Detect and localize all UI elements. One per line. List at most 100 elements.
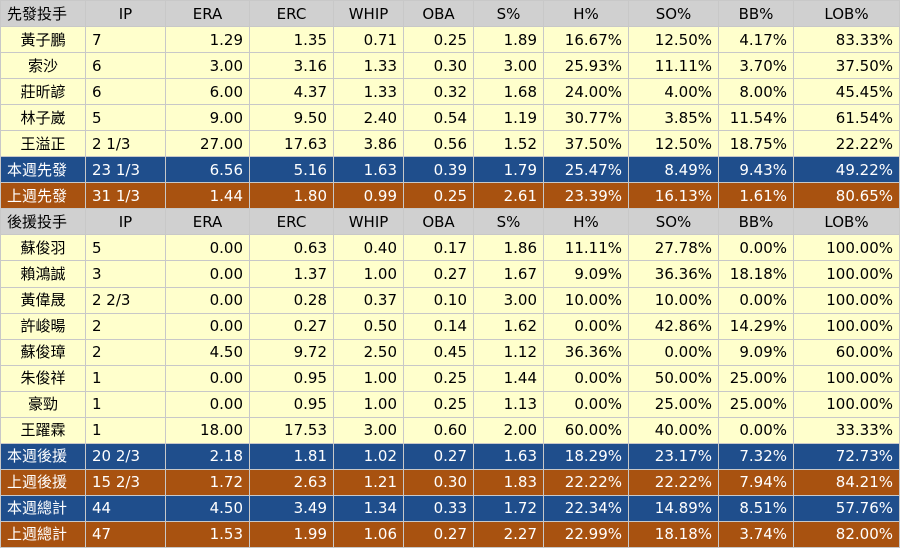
cell-name: 賴鴻誠	[0, 260, 86, 288]
cell-erc: 0.28	[249, 286, 334, 314]
cell-h-pct: 22.99%	[543, 520, 629, 549]
header-erc: ERC	[249, 0, 334, 28]
cell-s-pct: 1.67	[473, 260, 544, 288]
header-lob-pct: LOB%	[793, 208, 900, 236]
header-lob-pct: LOB%	[793, 0, 900, 28]
reliever-row: 豪勁 1 0.00 0.95 1.00 0.25 1.13 0.00% 25.00% 25.00%…	[0, 390, 900, 418]
starters-this-week-row: 本週先發 23 1/3 6.56 5.16 1.63 0.39 1.79 25.47% 8.49…	[0, 156, 900, 184]
cell-erc: 1.81	[249, 442, 334, 470]
cell-lob-pct: 100.00%	[793, 260, 900, 288]
cell-so-pct: 10.00%	[628, 286, 719, 314]
starters-header-row: 先發投手 IP ERA ERC WHIP OBA S% H% SO% BB% LOB%	[0, 0, 900, 28]
cell-ip: 1	[85, 364, 166, 392]
header-ip: IP	[85, 208, 166, 236]
reliever-row: 許峻暘 2 0.00 0.27 0.50 0.14 1.62 0.00% 42.86% 14.29…	[0, 312, 900, 340]
cell-lob-pct: 61.54%	[793, 104, 900, 132]
cell-whip: 0.50	[333, 312, 404, 340]
cell-bb-pct: 7.94%	[718, 468, 794, 496]
cell-h-pct: 60.00%	[543, 416, 629, 444]
cell-oba: 0.39	[403, 156, 474, 184]
header-so-pct: SO%	[628, 208, 719, 236]
cell-ip: 7	[85, 26, 166, 54]
cell-oba: 0.10	[403, 286, 474, 314]
header-so-pct: SO%	[628, 0, 719, 28]
cell-name: 上週後援	[0, 468, 86, 496]
cell-ip: 2 1/3	[85, 130, 166, 158]
cell-ip: 31 1/3	[85, 182, 166, 210]
cell-lob-pct: 100.00%	[793, 312, 900, 340]
cell-so-pct: 40.00%	[628, 416, 719, 444]
cell-era: 0.00	[165, 260, 250, 288]
cell-ip: 20 2/3	[85, 442, 166, 470]
cell-so-pct: 12.50%	[628, 26, 719, 54]
cell-h-pct: 22.34%	[543, 494, 629, 522]
starter-row: 王溢正 2 1/3 27.00 17.63 3.86 0.56 1.52 37.50% 12.5…	[0, 130, 900, 158]
cell-era: 2.18	[165, 442, 250, 470]
cell-erc: 2.63	[249, 468, 334, 496]
cell-lob-pct: 100.00%	[793, 364, 900, 392]
cell-h-pct: 25.93%	[543, 52, 629, 80]
starters-last-week-row: 上週先發 31 1/3 1.44 1.80 0.99 0.25 2.61 23.39% 16.1…	[0, 182, 900, 210]
cell-lob-pct: 33.33%	[793, 416, 900, 444]
cell-s-pct: 1.63	[473, 442, 544, 470]
cell-era: 1.29	[165, 26, 250, 54]
cell-bb-pct: 7.32%	[718, 442, 794, 470]
cell-s-pct: 1.83	[473, 468, 544, 496]
cell-oba: 0.45	[403, 338, 474, 366]
cell-era: 3.00	[165, 52, 250, 80]
totals-this-week-row: 本週總計 44 4.50 3.49 1.34 0.33 1.72 22.34% 14.89% 8.…	[0, 494, 900, 522]
relievers-this-week-row: 本週後援 20 2/3 2.18 1.81 1.02 0.27 1.63 18.29% 23.1…	[0, 442, 900, 470]
cell-s-pct: 1.79	[473, 156, 544, 184]
cell-so-pct: 27.78%	[628, 234, 719, 262]
cell-ip: 15 2/3	[85, 468, 166, 496]
cell-so-pct: 4.00%	[628, 78, 719, 106]
cell-s-pct: 1.13	[473, 390, 544, 418]
cell-lob-pct: 45.45%	[793, 78, 900, 106]
cell-h-pct: 0.00%	[543, 312, 629, 340]
cell-lob-pct: 84.21%	[793, 468, 900, 496]
cell-oba: 0.27	[403, 520, 474, 549]
cell-era: 0.00	[165, 286, 250, 314]
cell-whip: 0.71	[333, 26, 404, 54]
cell-era: 0.00	[165, 390, 250, 418]
cell-name: 林子崴	[0, 104, 86, 132]
cell-name: 許峻暘	[0, 312, 86, 340]
cell-ip: 3	[85, 260, 166, 288]
cell-oba: 0.17	[403, 234, 474, 262]
cell-s-pct: 3.00	[473, 286, 544, 314]
cell-so-pct: 14.89%	[628, 494, 719, 522]
cell-era: 1.53	[165, 520, 250, 549]
cell-bb-pct: 0.00%	[718, 286, 794, 314]
cell-lob-pct: 80.65%	[793, 182, 900, 210]
header-era: ERA	[165, 208, 250, 236]
starter-row: 莊昕諺 6 6.00 4.37 1.33 0.32 1.68 24.00% 4.00% 8.00%…	[0, 78, 900, 106]
cell-lob-pct: 72.73%	[793, 442, 900, 470]
cell-h-pct: 16.67%	[543, 26, 629, 54]
reliever-row: 朱俊祥 1 0.00 0.95 1.00 0.25 1.44 0.00% 50.00% 25.00…	[0, 364, 900, 392]
cell-name: 莊昕諺	[0, 78, 86, 106]
cell-erc: 1.35	[249, 26, 334, 54]
header-h-pct: H%	[543, 208, 629, 236]
cell-h-pct: 9.09%	[543, 260, 629, 288]
header-name: 後援投手	[0, 208, 86, 236]
cell-whip: 1.33	[333, 78, 404, 106]
cell-name: 黃偉晟	[0, 286, 86, 314]
cell-era: 0.00	[165, 234, 250, 262]
cell-erc: 1.99	[249, 520, 334, 549]
starter-row: 林子崴 5 9.00 9.50 2.40 0.54 1.19 30.77% 3.85% 11.54…	[0, 104, 900, 132]
cell-so-pct: 23.17%	[628, 442, 719, 470]
cell-bb-pct: 3.70%	[718, 52, 794, 80]
cell-ip: 5	[85, 104, 166, 132]
cell-s-pct: 1.89	[473, 26, 544, 54]
cell-s-pct: 1.62	[473, 312, 544, 340]
cell-so-pct: 16.13%	[628, 182, 719, 210]
cell-whip: 0.37	[333, 286, 404, 314]
cell-whip: 1.00	[333, 390, 404, 418]
cell-ip: 47	[85, 520, 166, 549]
cell-oba: 0.14	[403, 312, 474, 340]
cell-ip: 44	[85, 494, 166, 522]
cell-name: 本週總計	[0, 494, 86, 522]
cell-lob-pct: 57.76%	[793, 494, 900, 522]
cell-erc: 1.80	[249, 182, 334, 210]
cell-name: 本週先發	[0, 156, 86, 184]
